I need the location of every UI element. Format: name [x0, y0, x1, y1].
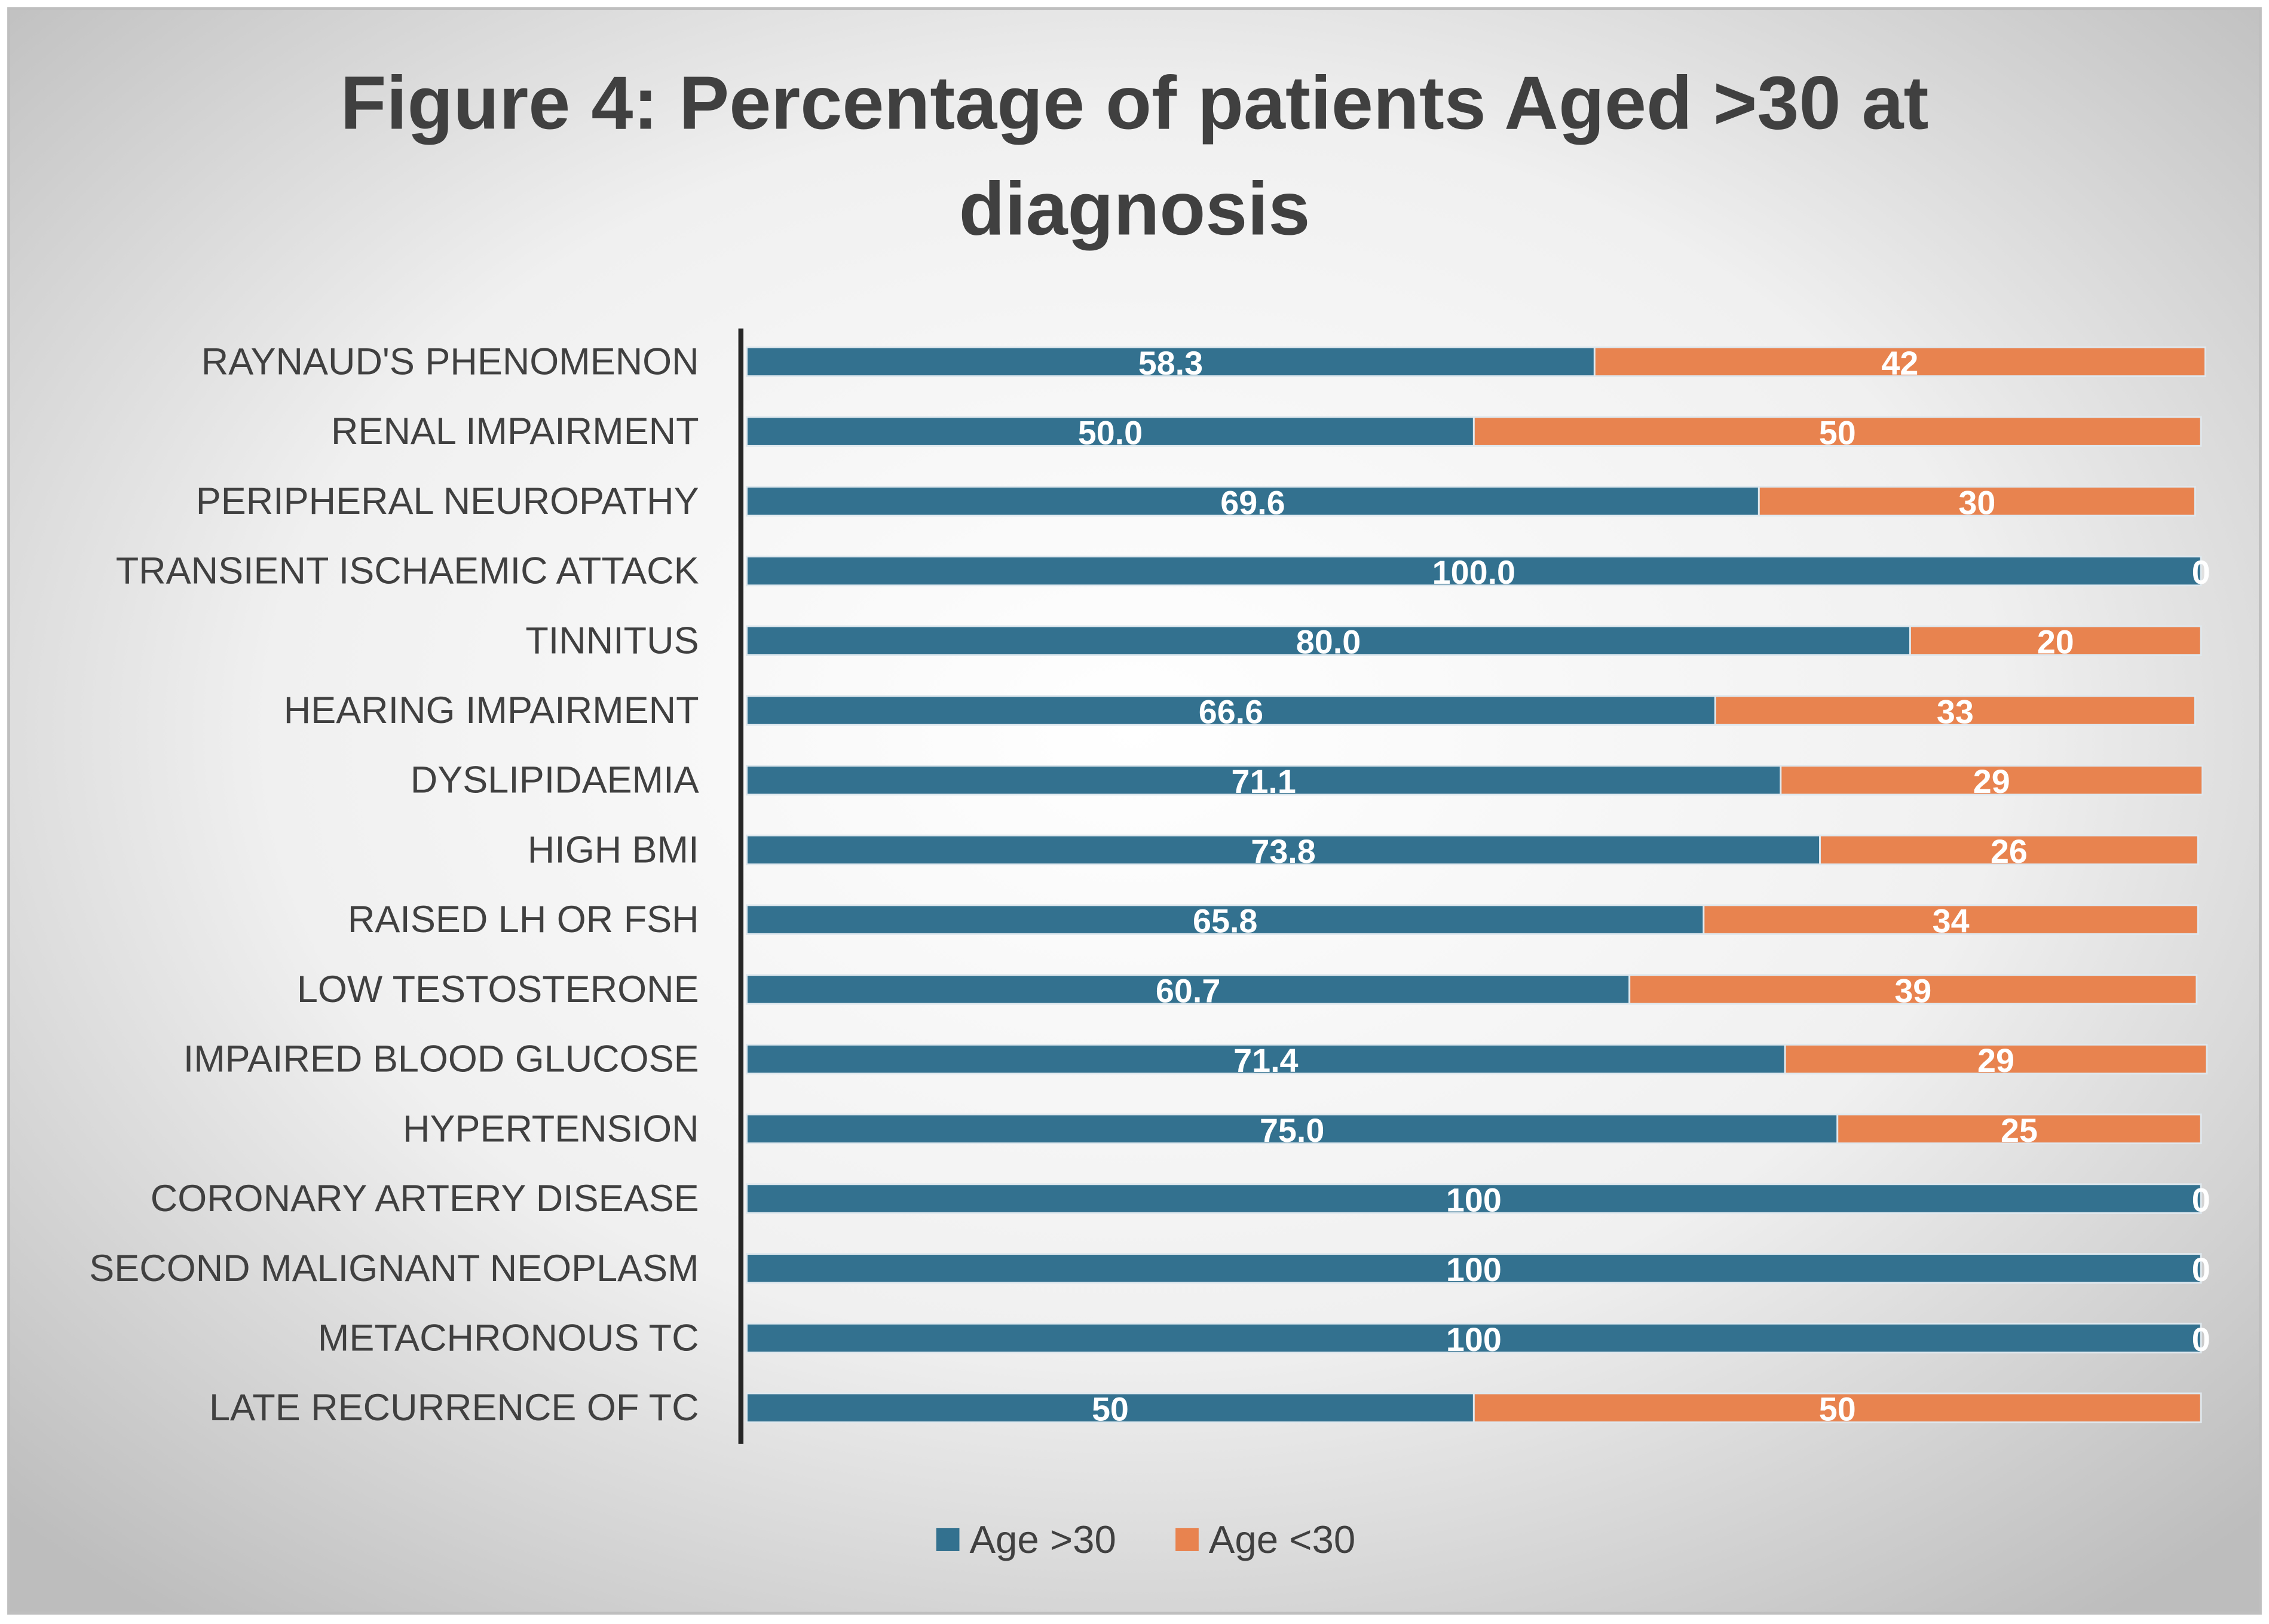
- bar-segment: [746, 1043, 1786, 1075]
- bar-segment: [1628, 974, 2198, 1005]
- bar-segment: [746, 974, 1631, 1005]
- data-label: 50: [1819, 415, 1856, 452]
- bar-segment: [1780, 765, 2204, 796]
- data-label: 39: [1894, 972, 1931, 1009]
- bar-segment: [746, 346, 1596, 378]
- data-label: 100.0: [1432, 554, 1515, 591]
- legend-swatch: [936, 1528, 960, 1551]
- data-label: 30: [1958, 484, 1995, 521]
- bar-segment: [1836, 1113, 2202, 1144]
- bar-segment: [746, 1392, 1475, 1423]
- category-label: TRANSIENT ISCHAEMIC ATTACK: [116, 550, 699, 592]
- data-label: 58.3: [1138, 345, 1203, 382]
- category-label: HIGH BMI: [528, 829, 699, 871]
- category-label: RAISED LH OR FSH: [348, 899, 699, 940]
- bar-segment: [746, 765, 1782, 796]
- bar-segment: [746, 1113, 1839, 1144]
- data-label: 50: [1819, 1391, 1856, 1428]
- data-label: 34: [1933, 903, 1970, 940]
- category-label: LOW TESTOSTERONE: [297, 969, 699, 1010]
- data-label: 0: [2192, 1251, 2210, 1288]
- data-label: 0: [2192, 1181, 2210, 1218]
- data-label: 33: [1937, 693, 1974, 730]
- data-label: 75.0: [1260, 1112, 1324, 1149]
- data-label: 100: [1446, 1321, 1502, 1358]
- category-label: METACHRONOUS TC: [318, 1317, 699, 1359]
- bar-segment: [1702, 904, 2199, 935]
- bar-segment: [1593, 346, 2206, 378]
- bar-segment: [746, 555, 2202, 587]
- category-label: DYSLIPIDAEMIA: [411, 759, 699, 801]
- category-label: RENAL IMPAIRMENT: [331, 410, 699, 452]
- bar-segment: [746, 1253, 2202, 1284]
- bar-segment: [746, 486, 1760, 517]
- data-label: 60.7: [1156, 972, 1220, 1009]
- data-label: 65.8: [1193, 903, 1257, 940]
- data-label: 71.4: [1233, 1042, 1298, 1079]
- bar-segment: [1819, 834, 2199, 866]
- data-label: 42: [1881, 345, 1918, 382]
- data-label: 26: [1991, 833, 2028, 870]
- category-label: LATE RECURRENCE OF TC: [209, 1387, 699, 1429]
- data-label: 66.6: [1199, 693, 1263, 730]
- bar-segment: [746, 625, 1911, 656]
- data-label: 0: [2192, 554, 2210, 591]
- category-label: TINNITUS: [525, 620, 699, 661]
- data-label: 50.0: [1078, 415, 1143, 452]
- category-label: PERIPHERAL NEUROPATHY: [196, 480, 699, 522]
- bar-segment: [746, 904, 1705, 935]
- data-label: 20: [2037, 624, 2074, 661]
- category-label: HYPERTENSION: [403, 1108, 699, 1150]
- data-label: 100: [1446, 1181, 1502, 1218]
- data-label: 73.8: [1251, 833, 1315, 870]
- title-box: Figure 4: Percentage of patients Aged >3…: [340, 62, 1929, 252]
- category-label: CORONARY ARTERY DISEASE: [151, 1178, 699, 1219]
- data-label: 71.1: [1231, 763, 1296, 800]
- data-label: 25: [2001, 1112, 2038, 1149]
- data-label: 29: [1977, 1042, 2014, 1079]
- bar-segment: [1909, 625, 2202, 656]
- chart-title: Figure 4: Percentage of patients Aged >3…: [340, 62, 1929, 252]
- bar-segment: [1714, 695, 2196, 726]
- category-label: HEARING IMPAIRMENT: [284, 690, 699, 731]
- bar-segment: [746, 1322, 2202, 1354]
- category-label: SECOND MALIGNANT NEOPLASM: [89, 1248, 699, 1289]
- bar-segment: [1472, 1392, 2202, 1423]
- legend-swatch: [1175, 1528, 1199, 1551]
- bar-segment: [746, 1183, 2202, 1214]
- data-label: 29: [1973, 763, 2010, 800]
- data-label: 100: [1446, 1251, 1502, 1288]
- bar-segment: [1472, 416, 2202, 447]
- data-label: 50: [1092, 1391, 1129, 1428]
- category-label: RAYNAUD'S PHENOMENON: [201, 341, 699, 382]
- data-label: 80.0: [1296, 624, 1361, 661]
- data-label: 0: [2192, 1321, 2210, 1358]
- category-label: IMPAIRED BLOOD GLUCOSE: [183, 1038, 699, 1080]
- data-label: 69.6: [1220, 484, 1285, 521]
- legend-label: Age <30: [1209, 1518, 1355, 1561]
- bar-segment: [1784, 1043, 2208, 1075]
- bar-segment: [1757, 486, 2196, 517]
- legend-label: Age >30: [969, 1518, 1116, 1561]
